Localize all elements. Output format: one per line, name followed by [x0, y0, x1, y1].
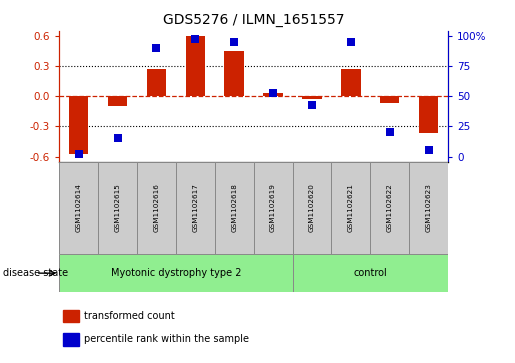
- Point: [113, 135, 122, 141]
- Text: GSM1102622: GSM1102622: [387, 183, 393, 232]
- Text: GSM1102623: GSM1102623: [425, 183, 432, 232]
- Point: [230, 39, 238, 45]
- Point: [191, 37, 199, 42]
- Text: control: control: [353, 268, 387, 278]
- Text: disease state: disease state: [3, 268, 67, 278]
- Bar: [98, 162, 137, 254]
- Point: [308, 102, 316, 107]
- Point: [75, 151, 83, 157]
- Text: GSM1102621: GSM1102621: [348, 183, 354, 232]
- Text: GSM1102618: GSM1102618: [231, 183, 237, 232]
- Point: [347, 39, 355, 45]
- Text: GSM1102620: GSM1102620: [309, 183, 315, 232]
- Bar: [380, 96, 400, 103]
- Bar: [63, 310, 79, 322]
- Text: Myotonic dystrophy type 2: Myotonic dystrophy type 2: [111, 268, 241, 278]
- Bar: [176, 162, 215, 254]
- Title: GDS5276 / ILMN_1651557: GDS5276 / ILMN_1651557: [163, 13, 345, 27]
- Text: GSM1102619: GSM1102619: [270, 183, 276, 232]
- Bar: [332, 162, 370, 254]
- Bar: [293, 254, 448, 292]
- Bar: [69, 96, 89, 155]
- Bar: [63, 333, 79, 346]
- Point: [424, 148, 433, 154]
- Bar: [59, 254, 293, 292]
- Bar: [253, 162, 293, 254]
- Bar: [147, 69, 166, 96]
- Bar: [302, 96, 322, 99]
- Text: GSM1102616: GSM1102616: [153, 183, 160, 232]
- Bar: [409, 162, 448, 254]
- Text: GSM1102617: GSM1102617: [192, 183, 198, 232]
- Bar: [293, 162, 332, 254]
- Bar: [370, 162, 409, 254]
- Bar: [59, 162, 98, 254]
- Bar: [419, 96, 438, 133]
- Text: percentile rank within the sample: percentile rank within the sample: [84, 334, 249, 344]
- Bar: [108, 96, 127, 106]
- Text: GSM1102614: GSM1102614: [76, 183, 82, 232]
- Text: transformed count: transformed count: [84, 311, 175, 321]
- Point: [386, 130, 394, 135]
- Bar: [225, 51, 244, 96]
- Text: GSM1102615: GSM1102615: [114, 183, 121, 232]
- Bar: [263, 93, 283, 96]
- Bar: [137, 162, 176, 254]
- Point: [269, 90, 277, 95]
- Bar: [215, 162, 253, 254]
- Bar: [185, 36, 205, 96]
- Point: [152, 45, 161, 51]
- Bar: [341, 69, 360, 96]
